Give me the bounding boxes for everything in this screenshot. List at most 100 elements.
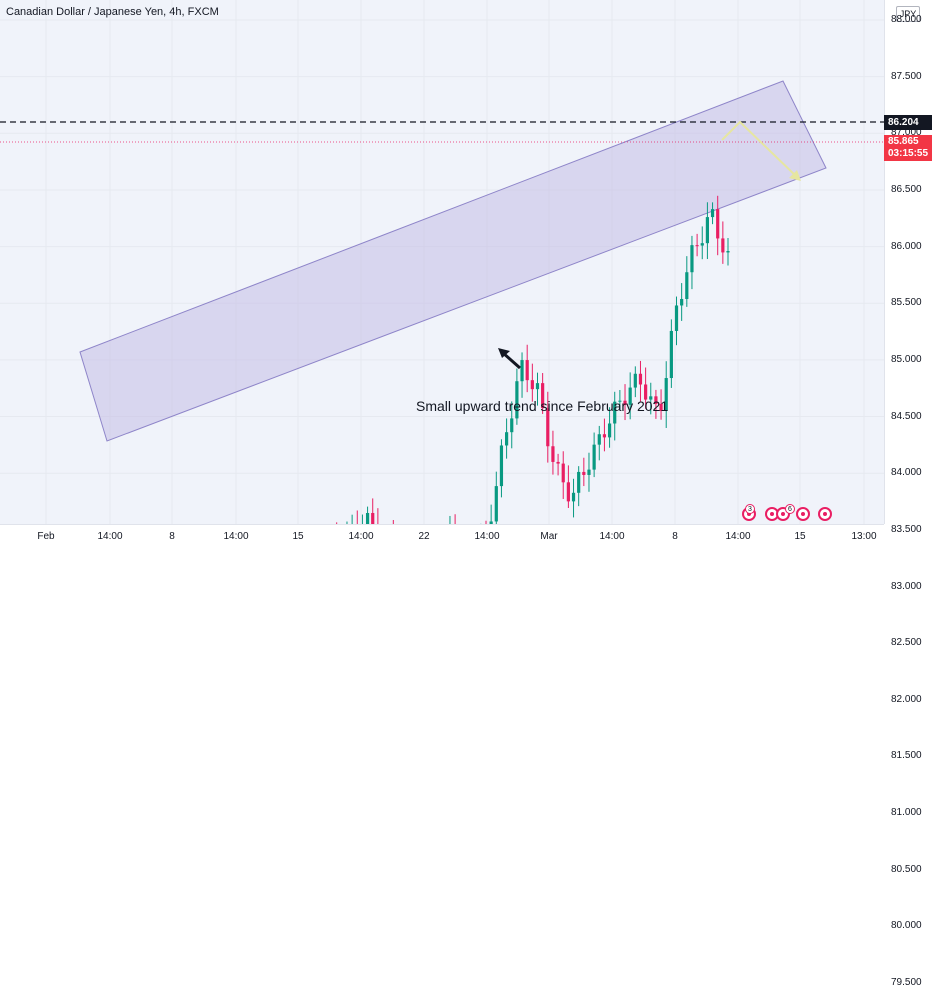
price-tick-label: 84.000	[891, 467, 922, 479]
annotation-text[interactable]: Small upward trend since February 2021	[416, 398, 669, 414]
price-tick-label: 82.000	[891, 693, 922, 705]
candle-body	[690, 245, 694, 273]
time-tick-label: 14:00	[223, 531, 249, 542]
time-tick-label: 13:00	[851, 531, 877, 542]
candle-body	[654, 396, 658, 404]
candle-body	[664, 378, 668, 412]
price-tick-label: 87.500	[891, 70, 922, 82]
candle-body	[535, 383, 540, 390]
candle-body	[556, 461, 560, 464]
bar-countdown: 03:15:55	[888, 148, 929, 159]
candle-body	[551, 446, 555, 462]
candle-body	[633, 373, 637, 388]
candle-body	[613, 401, 617, 424]
event-marker-icon[interactable]	[796, 507, 810, 521]
time-tick-label: 8	[169, 531, 175, 542]
price-tick-label: 81.500	[891, 750, 922, 762]
price-tick-label: 83.500	[891, 523, 922, 535]
last-price-value: 85.865	[888, 136, 919, 147]
event-marker-icon[interactable]	[818, 507, 832, 521]
candle-body	[710, 209, 715, 218]
candle-body	[607, 423, 612, 438]
price-tick-label: 84.500	[891, 410, 922, 422]
candle-body	[365, 512, 370, 524]
candle-body	[510, 418, 514, 433]
time-tick-label: 14:00	[599, 531, 625, 542]
candle-body	[602, 434, 607, 438]
candle-body	[571, 492, 576, 502]
candle-body	[530, 380, 534, 390]
candle-body	[721, 238, 725, 253]
ascending-channel[interactable]	[79, 80, 827, 442]
candlestick-series	[336, 195, 730, 524]
time-tick-label: 22	[418, 531, 430, 542]
projection-arrowhead	[789, 170, 801, 181]
price-tick-label: 86.000	[891, 240, 922, 252]
price-tick-label: 83.000	[891, 580, 922, 592]
arrow-annotation-icon[interactable]	[498, 348, 521, 370]
candle-body	[371, 512, 375, 524]
price-tick-label: 80.000	[891, 920, 922, 932]
candle-body	[582, 471, 586, 475]
candle-body	[628, 387, 632, 405]
candle-body	[504, 432, 509, 446]
candle-body	[618, 400, 622, 402]
time-tick-label: 14:00	[97, 531, 123, 542]
candle-body	[716, 209, 720, 239]
candle-body	[685, 272, 689, 299]
time-tick-label: 15	[292, 531, 304, 542]
price-tick-label: 86.500	[891, 183, 922, 195]
event-marker-icon[interactable]	[776, 507, 790, 521]
candle-body	[525, 360, 529, 381]
last-price-badge: 85.865 03:15:55	[884, 135, 932, 161]
candle-body	[597, 434, 601, 445]
candle-body	[638, 373, 643, 385]
candle-body	[659, 403, 663, 412]
event-count-badge: 6	[785, 504, 795, 514]
candle-body	[561, 463, 565, 483]
price-chart[interactable]	[0, 0, 884, 524]
price-tick-label: 88.000	[891, 14, 922, 25]
time-tick-label: 14:00	[348, 531, 374, 542]
candle-body	[700, 243, 704, 246]
price-tick-label: 85.500	[891, 297, 922, 309]
candle-body	[541, 383, 545, 409]
event-count-badge: 3	[745, 504, 755, 514]
time-tick-label: 14:00	[725, 531, 751, 542]
time-tick-label: Feb	[37, 531, 55, 542]
candle-body	[705, 217, 710, 244]
candle-body	[494, 486, 498, 522]
time-tick-label: 14:00	[474, 531, 500, 542]
time-tick-label: 15	[794, 531, 806, 542]
currency-label[interactable]: JPY	[896, 6, 920, 22]
candle-body	[546, 408, 550, 447]
level-price-badge: 86.204	[884, 115, 932, 130]
candle-body	[680, 298, 684, 306]
time-tick-label: 8	[672, 531, 678, 542]
candle-body	[499, 445, 504, 487]
price-axis[interactable]	[884, 0, 932, 524]
candle-body	[577, 471, 581, 493]
price-tick-label: 80.500	[891, 863, 922, 875]
candle-body	[669, 330, 673, 379]
price-tick-label: 87.000	[891, 127, 922, 139]
price-tick-label: 82.500	[891, 637, 922, 649]
candle-body	[695, 245, 699, 247]
chart-plot-area[interactable]: Canadian Dollar / Japanese Yen, 4h, FXCM…	[0, 0, 884, 524]
candle-body	[623, 400, 627, 405]
candle-body	[489, 521, 493, 524]
candle-body	[644, 384, 648, 400]
candle-body	[520, 360, 524, 382]
projection-arrow[interactable]	[721, 120, 799, 179]
price-tick-label: 79.500	[891, 977, 922, 988]
event-marker-icon[interactable]	[765, 507, 779, 521]
price-tick-label: 85.000	[891, 353, 922, 365]
price-tick-label: 81.000	[891, 807, 922, 819]
chart-title: Canadian Dollar / Japanese Yen, 4h, FXCM	[6, 6, 219, 18]
time-axis[interactable]	[0, 524, 884, 551]
candle-body	[587, 469, 591, 475]
candle-body	[649, 396, 653, 400]
candle-body	[515, 381, 519, 419]
candle-body	[674, 305, 679, 331]
